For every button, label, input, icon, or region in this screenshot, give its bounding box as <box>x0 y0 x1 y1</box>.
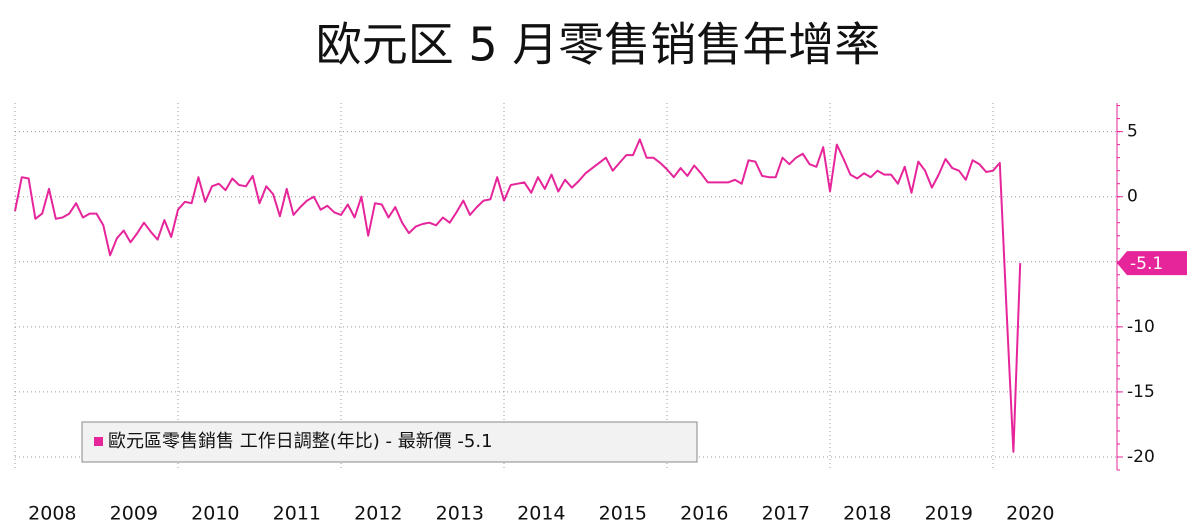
x-tick-label: 2013 <box>436 503 484 525</box>
legend-label: 歐元區零售銷售 工作日調整(年比) - 最新價 -5.1 <box>108 431 493 452</box>
latest-value-tag <box>1117 251 1187 276</box>
x-tick-label: 2008 <box>28 503 76 525</box>
x-tick-label: 2012 <box>354 503 402 525</box>
legend-swatch <box>94 437 103 446</box>
series-line <box>14 138 1022 453</box>
chart-title: 欧元区 5 月零售销售年增率 <box>316 18 881 72</box>
legend-box <box>81 421 698 463</box>
x-tick-label: 2019 <box>925 503 973 525</box>
y-tick-label: 0 <box>1127 187 1138 207</box>
x-tick-label: 2014 <box>517 503 565 525</box>
x-tick-label: 2017 <box>762 503 810 525</box>
y-tick-label: -20 <box>1127 447 1155 467</box>
y-tick-label: -10 <box>1127 317 1155 337</box>
x-tick-label: 2011 <box>273 503 321 525</box>
y-tick-label: -15 <box>1127 382 1155 402</box>
latest-value-label: -5.1 <box>1130 254 1163 274</box>
y-tick-label: 5 <box>1127 122 1138 142</box>
x-tick-label: 2016 <box>680 503 728 525</box>
x-tick-label: 2010 <box>191 503 239 525</box>
x-tick-label: 2015 <box>599 503 647 525</box>
x-tick-label: 2018 <box>843 503 891 525</box>
x-tick-label: 2009 <box>110 503 158 525</box>
x-tick-label: 2020 <box>1006 503 1054 525</box>
